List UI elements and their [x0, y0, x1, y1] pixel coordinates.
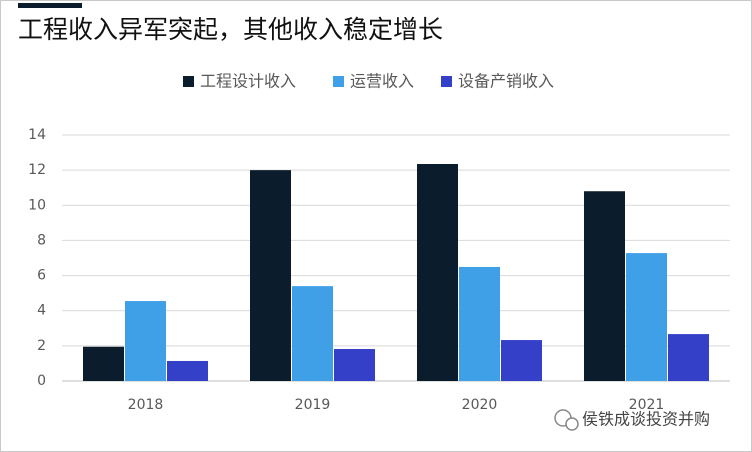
legend-label: 工程设计收入 [200, 72, 296, 91]
legend-swatch [333, 76, 344, 87]
watermark-icon [554, 409, 579, 431]
bar [292, 286, 333, 381]
title-accent [18, 3, 82, 8]
y-tick-label: 0 [37, 373, 46, 389]
bar [334, 349, 375, 381]
bar [83, 346, 124, 381]
y-tick-label: 14 [28, 127, 46, 143]
x-tick-label: 2018 [128, 397, 164, 413]
x-tick-label: 2021 [629, 397, 665, 413]
bar [584, 191, 625, 381]
bar [459, 266, 500, 381]
watermark: 侯铁成谈投资并购 [582, 410, 710, 429]
y-tick-label: 6 [37, 268, 46, 284]
bar [167, 360, 208, 381]
y-tick-label: 10 [28, 197, 46, 213]
bar [626, 253, 667, 381]
legend-label: 设备产销收入 [458, 72, 554, 91]
bar [250, 170, 291, 381]
y-tick-label: 8 [37, 232, 46, 248]
bar [125, 301, 166, 381]
x-tick-label: 2020 [462, 397, 498, 413]
bar [417, 163, 458, 381]
bar [668, 334, 709, 381]
bar [501, 340, 542, 381]
legend-swatch [441, 76, 452, 87]
chart-title: 工程收入异军突起，其他收入稳定增长 [18, 15, 443, 44]
y-tick-label: 4 [37, 303, 46, 319]
y-tick-label: 12 [28, 162, 46, 178]
x-tick-label: 2019 [295, 397, 331, 413]
y-tick-label: 2 [37, 338, 46, 354]
legend-label: 运营收入 [350, 72, 414, 91]
legend-swatch [183, 76, 194, 87]
